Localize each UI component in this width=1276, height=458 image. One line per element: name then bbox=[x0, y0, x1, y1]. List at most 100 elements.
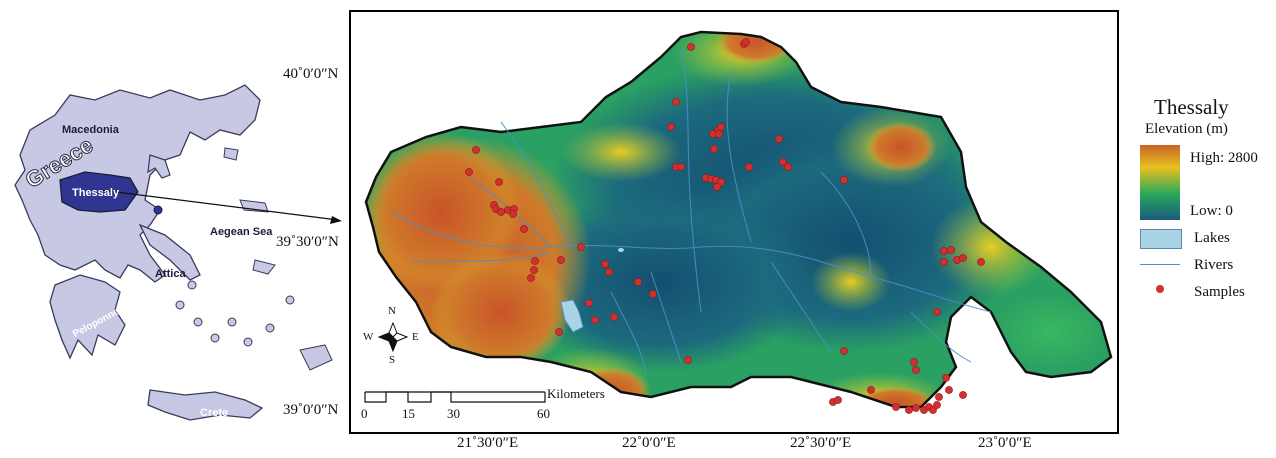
sample-point bbox=[527, 274, 535, 282]
sample-point bbox=[605, 268, 613, 276]
sample-point bbox=[557, 256, 565, 264]
sample-point bbox=[687, 43, 695, 51]
sample-point bbox=[531, 257, 539, 265]
lon-label-21-30e: 21˚30′0″E bbox=[457, 435, 519, 451]
sample-point bbox=[677, 163, 685, 171]
greece-mainland bbox=[14, 84, 261, 283]
river bbox=[500, 121, 572, 248]
sporades-island bbox=[153, 205, 163, 215]
elevation-surface bbox=[366, 32, 1111, 407]
lat-label-39-30n: 39˚30′0″N bbox=[276, 234, 339, 250]
sample-point bbox=[715, 130, 723, 138]
island bbox=[265, 323, 275, 333]
island bbox=[210, 333, 220, 343]
sample-point bbox=[912, 404, 920, 412]
sample-point bbox=[942, 374, 950, 382]
lon-label-22-30e: 22˚30′0″E bbox=[790, 435, 852, 451]
sample-point bbox=[577, 243, 585, 251]
sample-point bbox=[834, 396, 842, 404]
sample-point bbox=[742, 38, 750, 46]
chios-island bbox=[252, 259, 276, 275]
sample-point bbox=[684, 356, 692, 364]
legend-subtitle: Elevation (m) bbox=[1145, 121, 1228, 137]
sample-point bbox=[591, 316, 599, 324]
sample-point bbox=[940, 247, 948, 255]
river bbox=[680, 46, 702, 313]
river bbox=[770, 261, 832, 353]
lake bbox=[560, 299, 584, 333]
pointer-arrow-line bbox=[99, 189, 339, 221]
legend-lake-swatch bbox=[1140, 229, 1182, 249]
island bbox=[193, 317, 203, 327]
legend-river-swatch bbox=[1140, 264, 1180, 265]
thessaly-elevation-map: N S E W Kilometers 0 15 30 60 bbox=[349, 10, 1119, 434]
sample-point bbox=[935, 393, 943, 401]
river bbox=[610, 291, 647, 373]
sample-point bbox=[713, 183, 721, 191]
river-network bbox=[390, 46, 992, 373]
label-aegean-sea: Aegean Sea bbox=[210, 226, 273, 238]
chalkidiki bbox=[147, 154, 171, 179]
label-macedonia: Macedonia bbox=[62, 124, 119, 136]
sample-point bbox=[472, 146, 480, 154]
compass-n-label: N bbox=[388, 305, 396, 317]
compass-w-label: W bbox=[363, 331, 374, 343]
label-crete: Crete bbox=[200, 407, 229, 419]
sample-point bbox=[585, 299, 593, 307]
island bbox=[243, 337, 253, 347]
legend-low: Low: 0 bbox=[1190, 203, 1233, 219]
compass-e-label: E bbox=[412, 331, 419, 343]
sample-point bbox=[947, 246, 955, 254]
thessaly-region bbox=[59, 171, 139, 213]
lon-label-22e: 22˚0′0″E bbox=[622, 435, 676, 451]
peloponnese-region bbox=[49, 274, 126, 360]
sample-point bbox=[634, 278, 642, 286]
sample-point bbox=[717, 123, 725, 131]
sample-point bbox=[840, 347, 848, 355]
scale-bar-line bbox=[364, 391, 546, 403]
sample-point bbox=[959, 391, 967, 399]
sample-point bbox=[910, 358, 918, 366]
compass-s-label: S bbox=[389, 354, 396, 366]
river bbox=[820, 171, 872, 278]
sample-point bbox=[892, 403, 900, 411]
legend-sample-swatch bbox=[1156, 285, 1164, 293]
scale-tick-15: 15 bbox=[402, 406, 415, 421]
sample-point bbox=[530, 266, 538, 274]
river bbox=[410, 251, 552, 263]
island bbox=[187, 280, 197, 290]
lon-label-23e: 23˚0′0″E bbox=[978, 435, 1032, 451]
sample-point bbox=[779, 158, 787, 166]
sample-point bbox=[940, 258, 948, 266]
sample-point bbox=[867, 386, 875, 394]
sample-point bbox=[784, 163, 792, 171]
lemnos-island bbox=[223, 147, 239, 161]
thessaly-boundary bbox=[364, 30, 1113, 409]
sample-point bbox=[610, 313, 618, 321]
sample-point bbox=[933, 401, 941, 409]
euboea-island bbox=[138, 223, 201, 281]
sample-point bbox=[520, 225, 528, 233]
river bbox=[726, 71, 752, 243]
sample-point bbox=[977, 258, 985, 266]
scale-tick-0: 0 bbox=[361, 406, 368, 421]
sample-point bbox=[465, 168, 473, 176]
compass-rose bbox=[377, 321, 409, 353]
scale-tick-30: 30 bbox=[447, 406, 460, 421]
scale-bar bbox=[364, 391, 546, 403]
greece-outline bbox=[14, 84, 342, 421]
elevation-map-canvas bbox=[364, 30, 1113, 414]
island bbox=[285, 295, 295, 305]
sample-point bbox=[745, 163, 753, 171]
island bbox=[175, 300, 185, 310]
legend-lakes: Lakes bbox=[1194, 230, 1230, 246]
scale-tick-60: 60 bbox=[537, 406, 550, 421]
sample-point bbox=[497, 208, 505, 216]
label-attica: Attica bbox=[155, 268, 186, 280]
sample-point bbox=[905, 406, 913, 414]
sample-point bbox=[840, 176, 848, 184]
compass-arrow-east bbox=[392, 332, 409, 342]
crete-island bbox=[147, 389, 264, 421]
pointer-arrowhead bbox=[330, 216, 342, 224]
sample-point bbox=[933, 308, 941, 316]
